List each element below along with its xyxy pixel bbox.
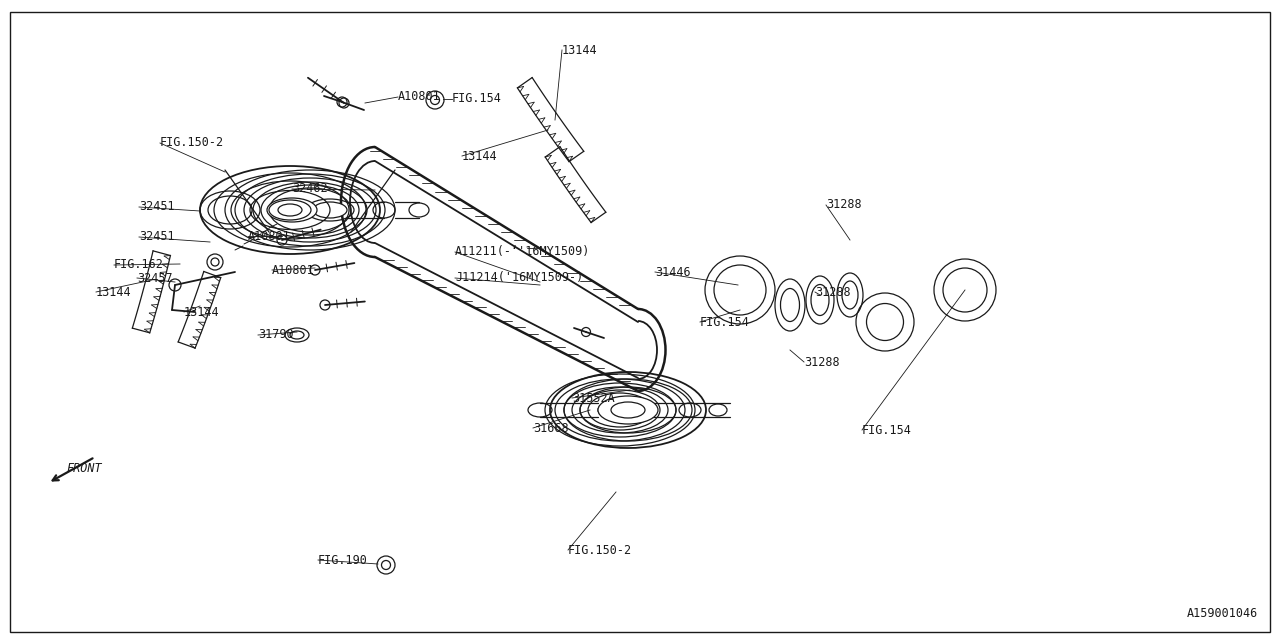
Text: 13144: 13144: [96, 285, 132, 298]
Text: FIG.150-2: FIG.150-2: [568, 543, 632, 557]
Text: 31446: 31446: [655, 266, 691, 278]
Text: A10801: A10801: [398, 90, 440, 104]
Text: 13144: 13144: [562, 44, 598, 56]
Text: 31288: 31288: [804, 355, 840, 369]
Text: 32457: 32457: [137, 271, 173, 285]
Text: 32462: 32462: [292, 182, 328, 195]
Ellipse shape: [314, 202, 347, 218]
Ellipse shape: [268, 198, 317, 222]
Text: 32451: 32451: [140, 200, 174, 214]
Text: 13144: 13144: [462, 150, 498, 163]
Text: FRONT: FRONT: [67, 461, 101, 474]
Ellipse shape: [269, 200, 311, 220]
Text: FIG.190: FIG.190: [317, 554, 367, 566]
Text: FIG.162: FIG.162: [114, 259, 164, 271]
Text: 13144: 13144: [184, 305, 220, 319]
Text: 31552A: 31552A: [572, 392, 614, 404]
Text: 31288: 31288: [815, 285, 851, 298]
Text: 32451: 32451: [140, 230, 174, 243]
Text: FIG.154: FIG.154: [452, 93, 502, 106]
Ellipse shape: [598, 396, 658, 424]
Text: FIG.150-2: FIG.150-2: [160, 136, 224, 150]
Text: FIG.154: FIG.154: [700, 316, 750, 328]
Text: FIG.154: FIG.154: [861, 424, 911, 436]
Ellipse shape: [598, 400, 643, 420]
Text: 31288: 31288: [826, 198, 861, 211]
Text: 31790: 31790: [259, 328, 293, 342]
Text: A10801: A10801: [273, 264, 315, 276]
Text: J11214('16MY1509-): J11214('16MY1509-): [454, 271, 584, 285]
Text: A10801: A10801: [248, 230, 291, 243]
Text: 31668: 31668: [532, 422, 568, 435]
Text: A11211(-‘'16MY1509): A11211(-‘'16MY1509): [454, 246, 590, 259]
Text: A159001046: A159001046: [1187, 607, 1258, 620]
